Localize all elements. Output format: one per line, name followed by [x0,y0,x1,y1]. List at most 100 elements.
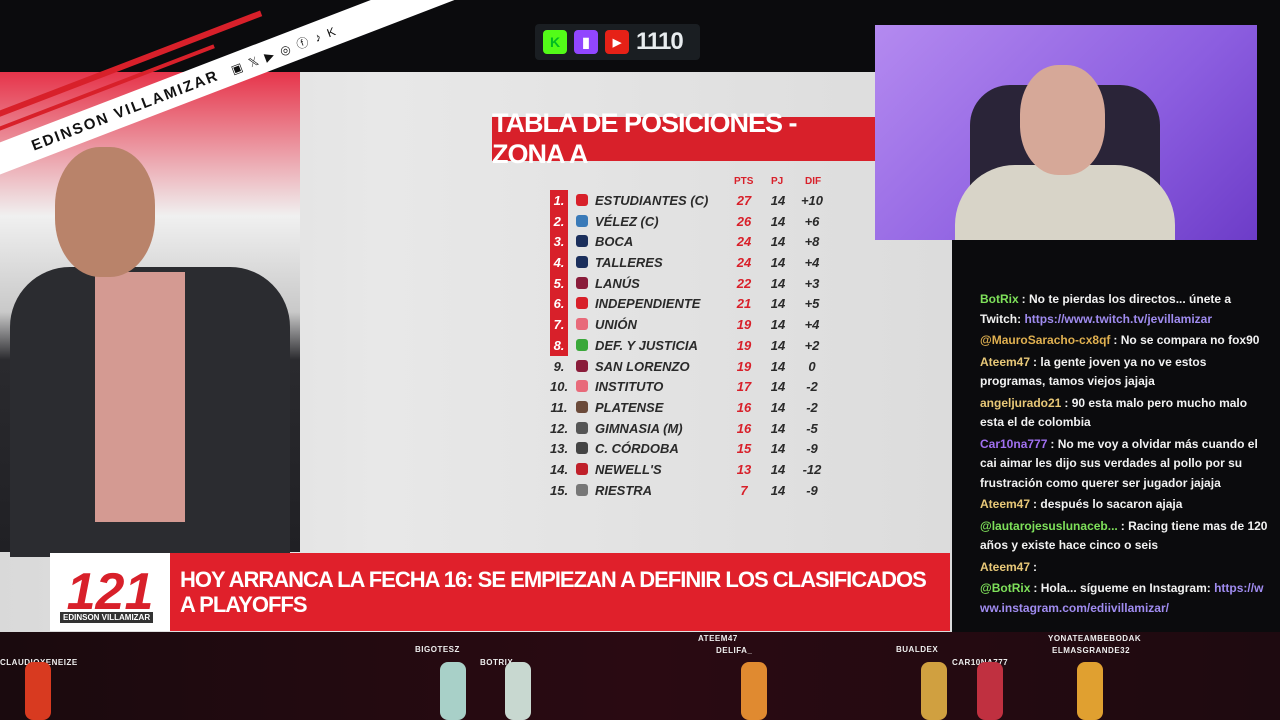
chat-message: Ateem47: la gente joven ya no ve estos p… [980,353,1270,392]
table-row: 14. NEWELL'S 13 14 -12 [550,459,830,480]
rank: 15. [550,482,569,498]
broadcast-video: TABLA DE POSICIONES - ZONA A PTS PJ DIF … [0,72,952,632]
points: 19 [736,358,752,374]
tv-host [0,72,300,557]
team-crest-icon [576,297,588,310]
team-crest-icon [576,338,588,351]
team-name: SAN LORENZO [595,358,690,374]
played: 14 [770,234,786,250]
rank: 5. [550,272,568,294]
points: 15 [736,441,752,457]
rank: 11. [550,399,568,415]
team-name: VÉLEZ (C) [595,213,659,229]
goal-diff: +8 [804,234,820,250]
table-row: 9. SAN LORENZO 19 14 0 [550,356,830,377]
chat-message: @lautarojesuslunaceb...: Racing tiene ma… [980,517,1270,556]
points: 13 [736,461,752,477]
table-row: 7. UNIÓN 19 14 +4 [550,314,830,335]
team-name: DEF. Y JUSTICIA [595,337,698,353]
points: 24 [736,234,752,250]
chat-message: BotRix: No te pierdas los directos... ún… [980,290,1270,329]
played: 14 [770,275,786,291]
chat-username[interactable]: Ateem47 [980,354,1031,369]
chat-username[interactable]: BotRix [980,292,1019,306]
team-crest-icon [576,400,588,413]
points: 26 [736,213,752,229]
points: 7 [740,482,748,498]
points: 16 [736,399,752,415]
goal-diff: -5 [806,420,818,436]
kick-icon: K [543,30,567,54]
ticker-text: HOY ARRANCA LA FECHA 16: SE EMPIEZAN A D… [180,566,927,617]
rank: 9. [553,358,565,374]
table-title: TABLA DE POSICIONES - ZONA A [492,108,875,169]
goal-diff: -9 [806,482,818,498]
chat-username[interactable]: Ateem47 [980,559,1031,574]
col-pts: PTS [734,176,754,187]
chat-text: : 90 esta malo pero mucho malo esta el d… [980,395,1248,430]
rank: 8. [550,334,568,356]
chat-message: angeljurado21: 90 esta malo pero mucho m… [980,394,1270,433]
viewer-avatar-name: ATEEM47 [698,634,738,643]
team-name: TALLERES [595,255,663,271]
team-crest-icon [576,194,588,206]
team-name: ESTUDIANTES (C) [595,193,709,208]
goal-diff: -2 [806,379,818,395]
chat-username[interactable]: @BotRix [980,581,1031,595]
table-row: 8. DEF. Y JUSTICIA 19 14 +2 [550,334,830,356]
points: 16 [736,420,752,436]
goal-diff: +3 [804,275,820,291]
points: 17 [736,379,752,395]
chat-text: : [1033,559,1038,574]
points: 21 [736,296,752,312]
viewer-avatar-sprite [741,662,767,720]
team-crest-icon [576,442,588,455]
team-name: INDEPENDIENTE [595,296,701,312]
chat-link[interactable]: https://www.twitch.tv/jevillamizar [1024,311,1213,326]
played: 14 [770,358,786,374]
viewer-avatar-sprite [25,662,51,720]
chat-username[interactable]: @lautarojesuslunaceb... [980,518,1118,533]
goal-diff: +2 [804,337,820,353]
points: 19 [736,337,752,353]
table-row: 5. LANÚS 22 14 +3 [550,272,830,294]
points: 22 [736,275,752,291]
team-name: INSTITUTO [595,379,664,395]
viewer-avatar-sprite [977,662,1003,720]
chat-username[interactable]: Car10na777 [980,436,1048,451]
team-crest-icon [576,483,588,496]
chat-text: : después lo sacaron ajaja [1033,497,1183,511]
rank: 1. [550,190,568,211]
played: 14 [770,255,786,271]
team-name: BOCA [595,234,634,250]
goal-diff: +4 [804,317,820,333]
table-row: 3. BOCA 24 14 +8 [550,231,830,253]
goal-diff: -9 [806,441,818,457]
logo-caption: EDINSON VILLAMIZAR [60,612,154,623]
viewer-avatar-name: BOTRIX [480,658,514,667]
table-row: 12. GIMNASIA (M) 16 14 -5 [550,418,830,439]
goal-diff: -2 [806,399,818,415]
chat-message: Car10na777: No me voy a olvidar más cuan… [980,435,1270,494]
team-crest-icon [576,256,588,269]
chat-username[interactable]: @MauroSaracho-cx8qf [980,333,1111,347]
team-crest-icon [576,421,588,434]
goal-diff: +10 [800,193,824,208]
goal-diff: 0 [808,358,816,374]
chat-message: Ateem47: después lo sacaron ajaja [980,495,1270,515]
team-crest-icon [576,462,588,475]
chat-username[interactable]: Ateem47 [980,497,1031,511]
news-ticker: 121 EDINSON VILLAMIZAR HOY ARRANCA LA FEC… [50,553,950,631]
rank: 2. [550,210,568,232]
viewer-avatar-sprite [505,662,531,720]
points: 19 [736,317,752,333]
chat-text: : Hola... sígueme en Instagram: [1033,581,1215,595]
team-crest-icon [576,214,588,227]
chat-link[interactable]: https://www.instagram.com/ediivillamizar… [980,581,1264,615]
team-name: PLATENSE [595,399,664,415]
goal-diff: +4 [804,255,820,271]
chat-panel: BotRix: No te pierdas los directos... ún… [980,290,1270,620]
logo-text: 121 [66,563,154,621]
twitch-icon: ▮ [574,30,598,54]
chat-username[interactable]: angeljurado21 [980,395,1062,410]
